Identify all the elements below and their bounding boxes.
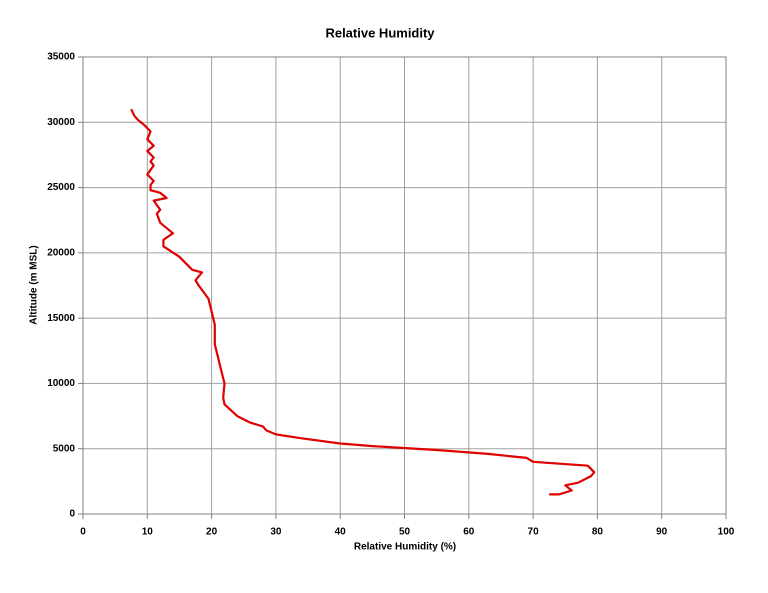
data-line	[130, 108, 596, 496]
y-tick-label: 5000	[53, 443, 76, 454]
x-tick-label: 80	[592, 527, 604, 538]
x-axis-title: Relative Humidity (%)	[354, 542, 456, 553]
plot-frame	[82, 56, 727, 515]
y-tick-label: 10000	[47, 378, 75, 389]
x-tick-label: 90	[656, 527, 668, 538]
y-tick-label: 30000	[47, 117, 75, 128]
x-tick-label: 100	[718, 527, 735, 538]
x-tick-label: 50	[399, 527, 411, 538]
x-tick-label: 40	[335, 527, 347, 538]
x-tick-label: 30	[270, 527, 282, 538]
x-tick-label: 20	[206, 527, 218, 538]
y-tick-label: 15000	[47, 313, 75, 324]
y-tick-label: 25000	[47, 182, 75, 193]
x-tick-label: 60	[463, 527, 475, 538]
y-tick-label: 0	[69, 509, 75, 520]
y-axis-title: Altitude (m MSL)	[29, 245, 40, 324]
y-tick-label: 20000	[47, 247, 75, 258]
x-tick-label: 10	[142, 527, 154, 538]
chart-title: Relative Humidity	[325, 25, 435, 40]
x-tick-label: 70	[528, 527, 540, 538]
y-tick-label: 35000	[47, 52, 75, 63]
x-tick-label: 0	[80, 527, 86, 538]
